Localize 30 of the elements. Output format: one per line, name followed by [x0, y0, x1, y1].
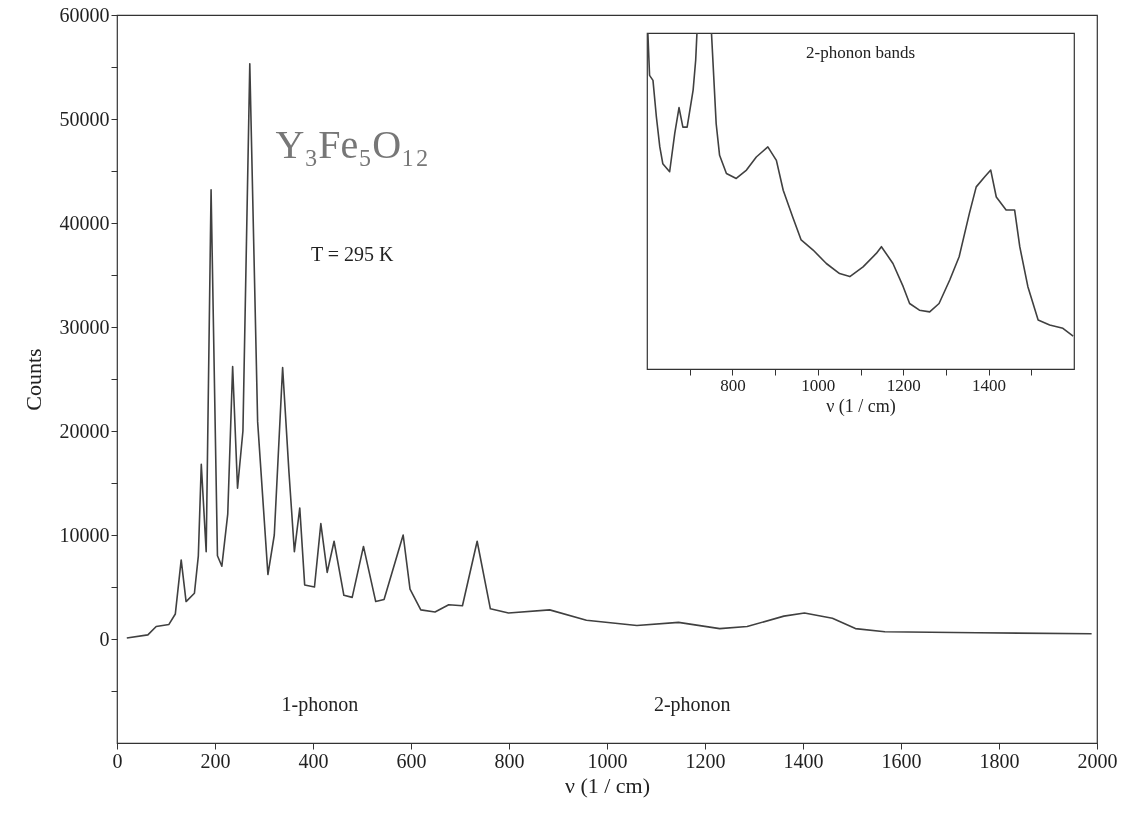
- x-tick-label: 400: [298, 749, 329, 772]
- x-axis-title: ν (1 / cm): [826, 395, 896, 417]
- x-tick-label: 800: [720, 375, 746, 395]
- line-series: [126, 63, 1093, 639]
- x-tick-label: 1000: [801, 375, 836, 395]
- x-tick-label: 1800: [979, 749, 1020, 772]
- x-tick-label: 600: [396, 749, 427, 772]
- x-tick-label: 200: [200, 749, 231, 772]
- x-tick-label: 2000: [1077, 749, 1118, 772]
- x-tick-label: 1600: [881, 749, 922, 772]
- y-tick-label: 10000: [59, 523, 110, 546]
- y-tick-label: 20000: [59, 419, 110, 442]
- x-tick-label: 1200: [685, 749, 726, 772]
- y-tick-label: 30000: [59, 315, 110, 338]
- x-tick-label: 800: [494, 749, 525, 772]
- annotation: 1-phonon: [281, 693, 359, 717]
- x-tick-label: 1200: [886, 375, 921, 395]
- annotation: T = 295 K: [310, 243, 395, 266]
- annotation: 2-phonon: [653, 693, 731, 717]
- y-tick-label: 40000: [59, 211, 110, 234]
- y-tick-label: 0: [99, 627, 110, 650]
- annotation: 2-phonon bands: [805, 43, 916, 63]
- y-tick-label: 50000: [59, 107, 110, 130]
- x-axis-title: ν (1 / cm): [564, 772, 651, 798]
- y-axis-title: Counts: [20, 348, 46, 411]
- y-tick-label: 60000: [59, 3, 110, 26]
- x-tick-label: 1400: [783, 749, 824, 772]
- annotation: Y₃Fe₅O₁₂: [275, 122, 429, 168]
- x-tick-label: 1000: [587, 749, 628, 772]
- x-tick-label: 1400: [972, 375, 1007, 395]
